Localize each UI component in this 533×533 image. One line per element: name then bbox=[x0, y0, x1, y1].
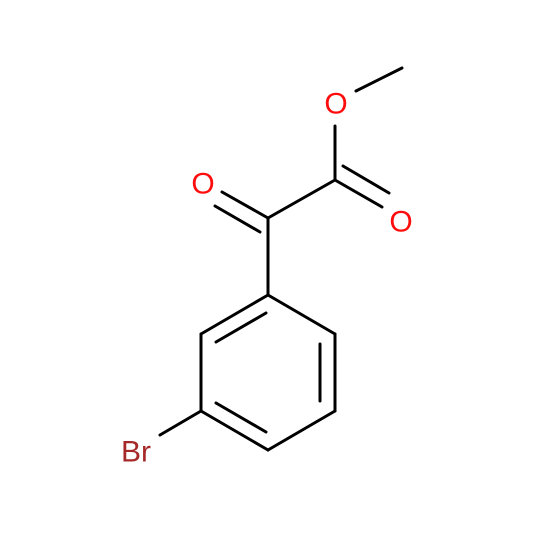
atom-label: O bbox=[389, 206, 412, 239]
bond bbox=[199, 293, 270, 336]
bond bbox=[266, 409, 337, 452]
atom-label: O bbox=[324, 88, 347, 121]
inner-bond bbox=[214, 401, 268, 434]
atom-label: O bbox=[191, 168, 214, 201]
bond bbox=[199, 409, 270, 452]
bond bbox=[354, 66, 404, 93]
atom-label: Br bbox=[121, 436, 151, 469]
bond bbox=[220, 190, 270, 220]
benzene-ring bbox=[199, 293, 337, 452]
bond bbox=[266, 178, 337, 220]
bond bbox=[333, 178, 384, 209]
bond bbox=[158, 409, 203, 437]
bond bbox=[213, 204, 262, 234]
bond bbox=[266, 293, 337, 336]
bond bbox=[341, 164, 391, 195]
inner-bond bbox=[214, 311, 268, 344]
